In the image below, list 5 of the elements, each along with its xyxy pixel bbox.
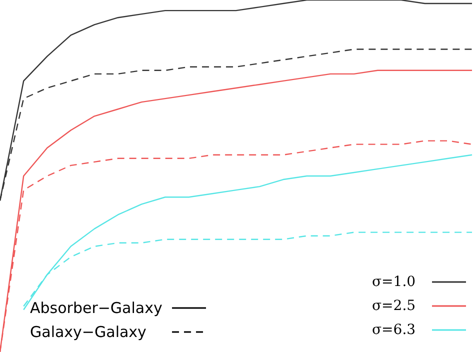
annotation: Absorber−Galaxy <box>30 299 164 317</box>
annotation: σ=6.3 <box>372 322 417 338</box>
annotation: Galaxy−Galaxy <box>30 323 148 341</box>
annotation: σ=1.0 <box>372 274 417 290</box>
annotation: σ=2.5 <box>372 298 417 314</box>
